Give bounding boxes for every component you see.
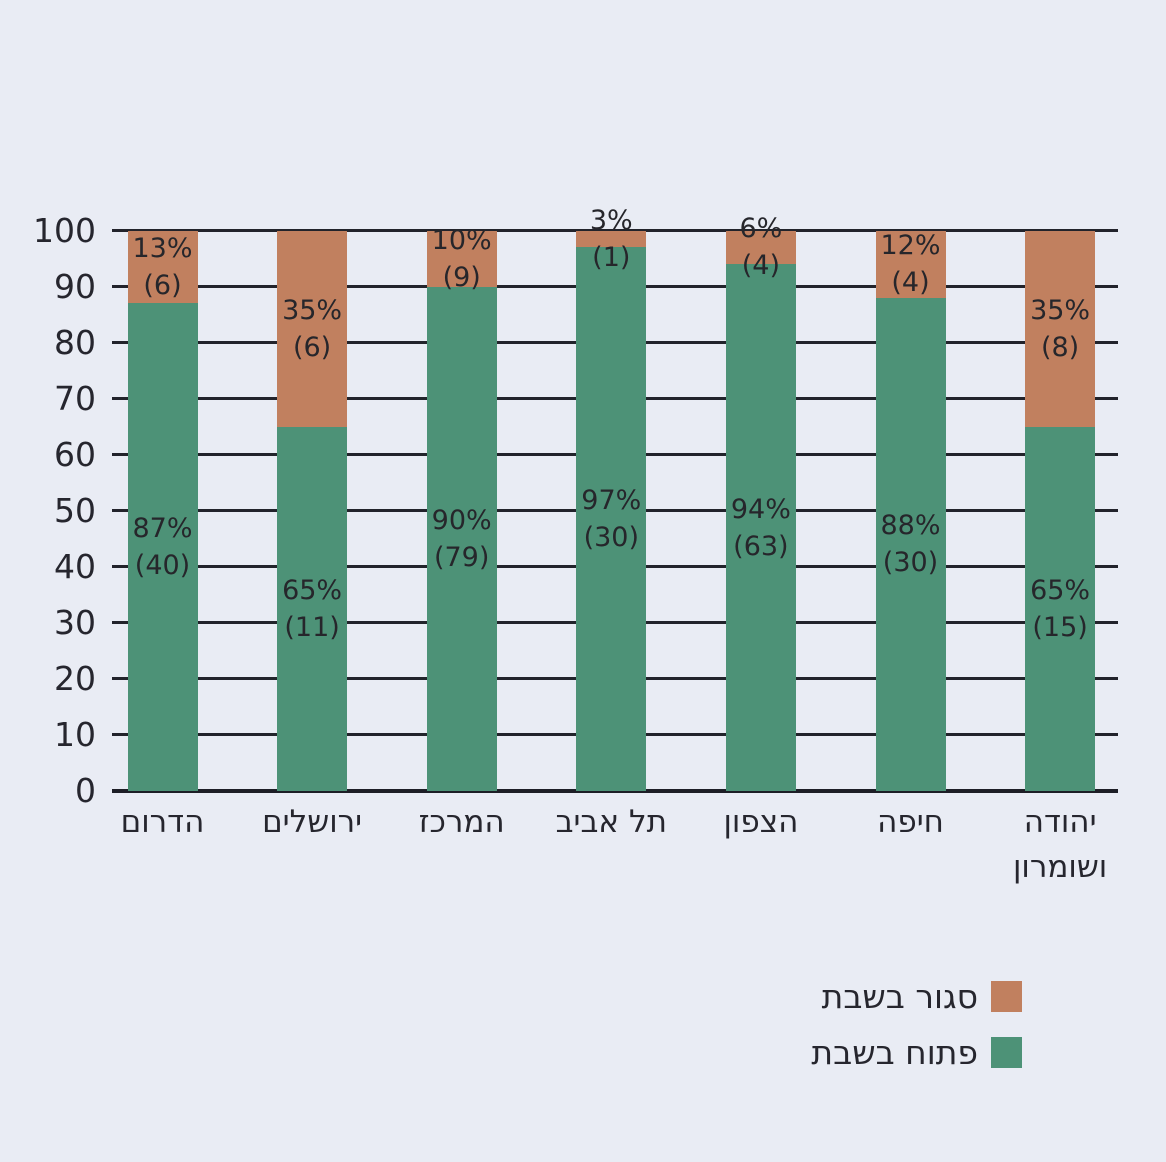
bar-segment-open-shabbat — [576, 247, 647, 791]
bar-segment-open-shabbat — [875, 297, 946, 791]
x-axis-category-label: הדרום — [120, 804, 205, 840]
legend-swatch-open-on-shabbat — [991, 1037, 1022, 1068]
legend-label: פתוח בשבת — [811, 1033, 978, 1072]
bar-label-open: 94% (63) — [730, 493, 791, 562]
bar-label-closed: 35% (6) — [282, 294, 343, 363]
y-tick-label: 80 — [54, 322, 96, 362]
bar-segment-closed-shabbat — [127, 230, 198, 304]
x-axis-category-label: תל אביב — [555, 804, 667, 840]
legend: סגור בשבת פתוח בשבת — [811, 977, 1022, 1093]
bar-label-closed: 3% (1) — [589, 204, 633, 273]
bar-segment-open-shabbat — [1025, 426, 1096, 791]
bar-segment-closed-shabbat — [725, 230, 796, 265]
y-tick-label: 50 — [54, 490, 96, 530]
bar-label-closed: 35% (8) — [1030, 294, 1091, 363]
legend-swatch-closed-on-shabbat — [991, 981, 1022, 1012]
y-tick-label: 30 — [54, 602, 96, 642]
x-axis-category-label: חיפה — [877, 804, 944, 840]
y-tick-label: 0 — [75, 771, 96, 810]
bar-segment-closed-shabbat — [277, 230, 348, 427]
x-axis-category-label: ירושלים — [262, 804, 363, 840]
bar-segment-closed-shabbat — [1025, 230, 1096, 427]
x-axis-category-label: הצפון — [723, 804, 799, 840]
y-tick-label: 100 — [33, 210, 96, 250]
y-tick-label: 90 — [54, 266, 96, 306]
bar-label-closed: 10% (9) — [431, 224, 492, 293]
legend-item: פתוח בשבת — [811, 1033, 1022, 1072]
bar-label-open: 88% (30) — [880, 510, 941, 579]
y-tick-label: 10 — [54, 714, 96, 754]
bar-label-open: 65% (11) — [282, 574, 343, 643]
bar-label-open: 97% (30) — [581, 485, 642, 554]
bar-label-closed: 6% (4) — [739, 213, 783, 282]
bar-label-open: 87% (40) — [132, 513, 193, 582]
y-tick-label: 40 — [54, 546, 96, 586]
bar-segment-open-shabbat — [426, 286, 497, 791]
x-axis-category-label: יהודה ושומרון — [1012, 804, 1108, 885]
x-axis-line — [112, 789, 1118, 793]
bar-segment-open-shabbat — [277, 426, 348, 791]
bar-segment-closed-shabbat — [875, 230, 946, 298]
x-axis-category-label: המרכז — [418, 804, 505, 840]
bar-segment-closed-shabbat — [576, 230, 647, 248]
y-tick-label: 70 — [54, 378, 96, 418]
legend-item: סגור בשבת — [811, 977, 1022, 1016]
bar-label-open: 90% (79) — [431, 504, 492, 573]
bar-label-closed: 13% (6) — [132, 232, 193, 301]
bar-segment-open-shabbat — [127, 303, 198, 791]
y-tick-label: 20 — [54, 658, 96, 698]
bar-segment-closed-shabbat — [426, 230, 497, 287]
bar-label-open: 65% (15) — [1030, 574, 1091, 643]
legend-label: סגור בשבת — [821, 977, 978, 1016]
y-tick-label: 60 — [54, 434, 96, 474]
bar-segment-open-shabbat — [725, 264, 796, 791]
bar-label-closed: 12% (4) — [880, 230, 941, 299]
